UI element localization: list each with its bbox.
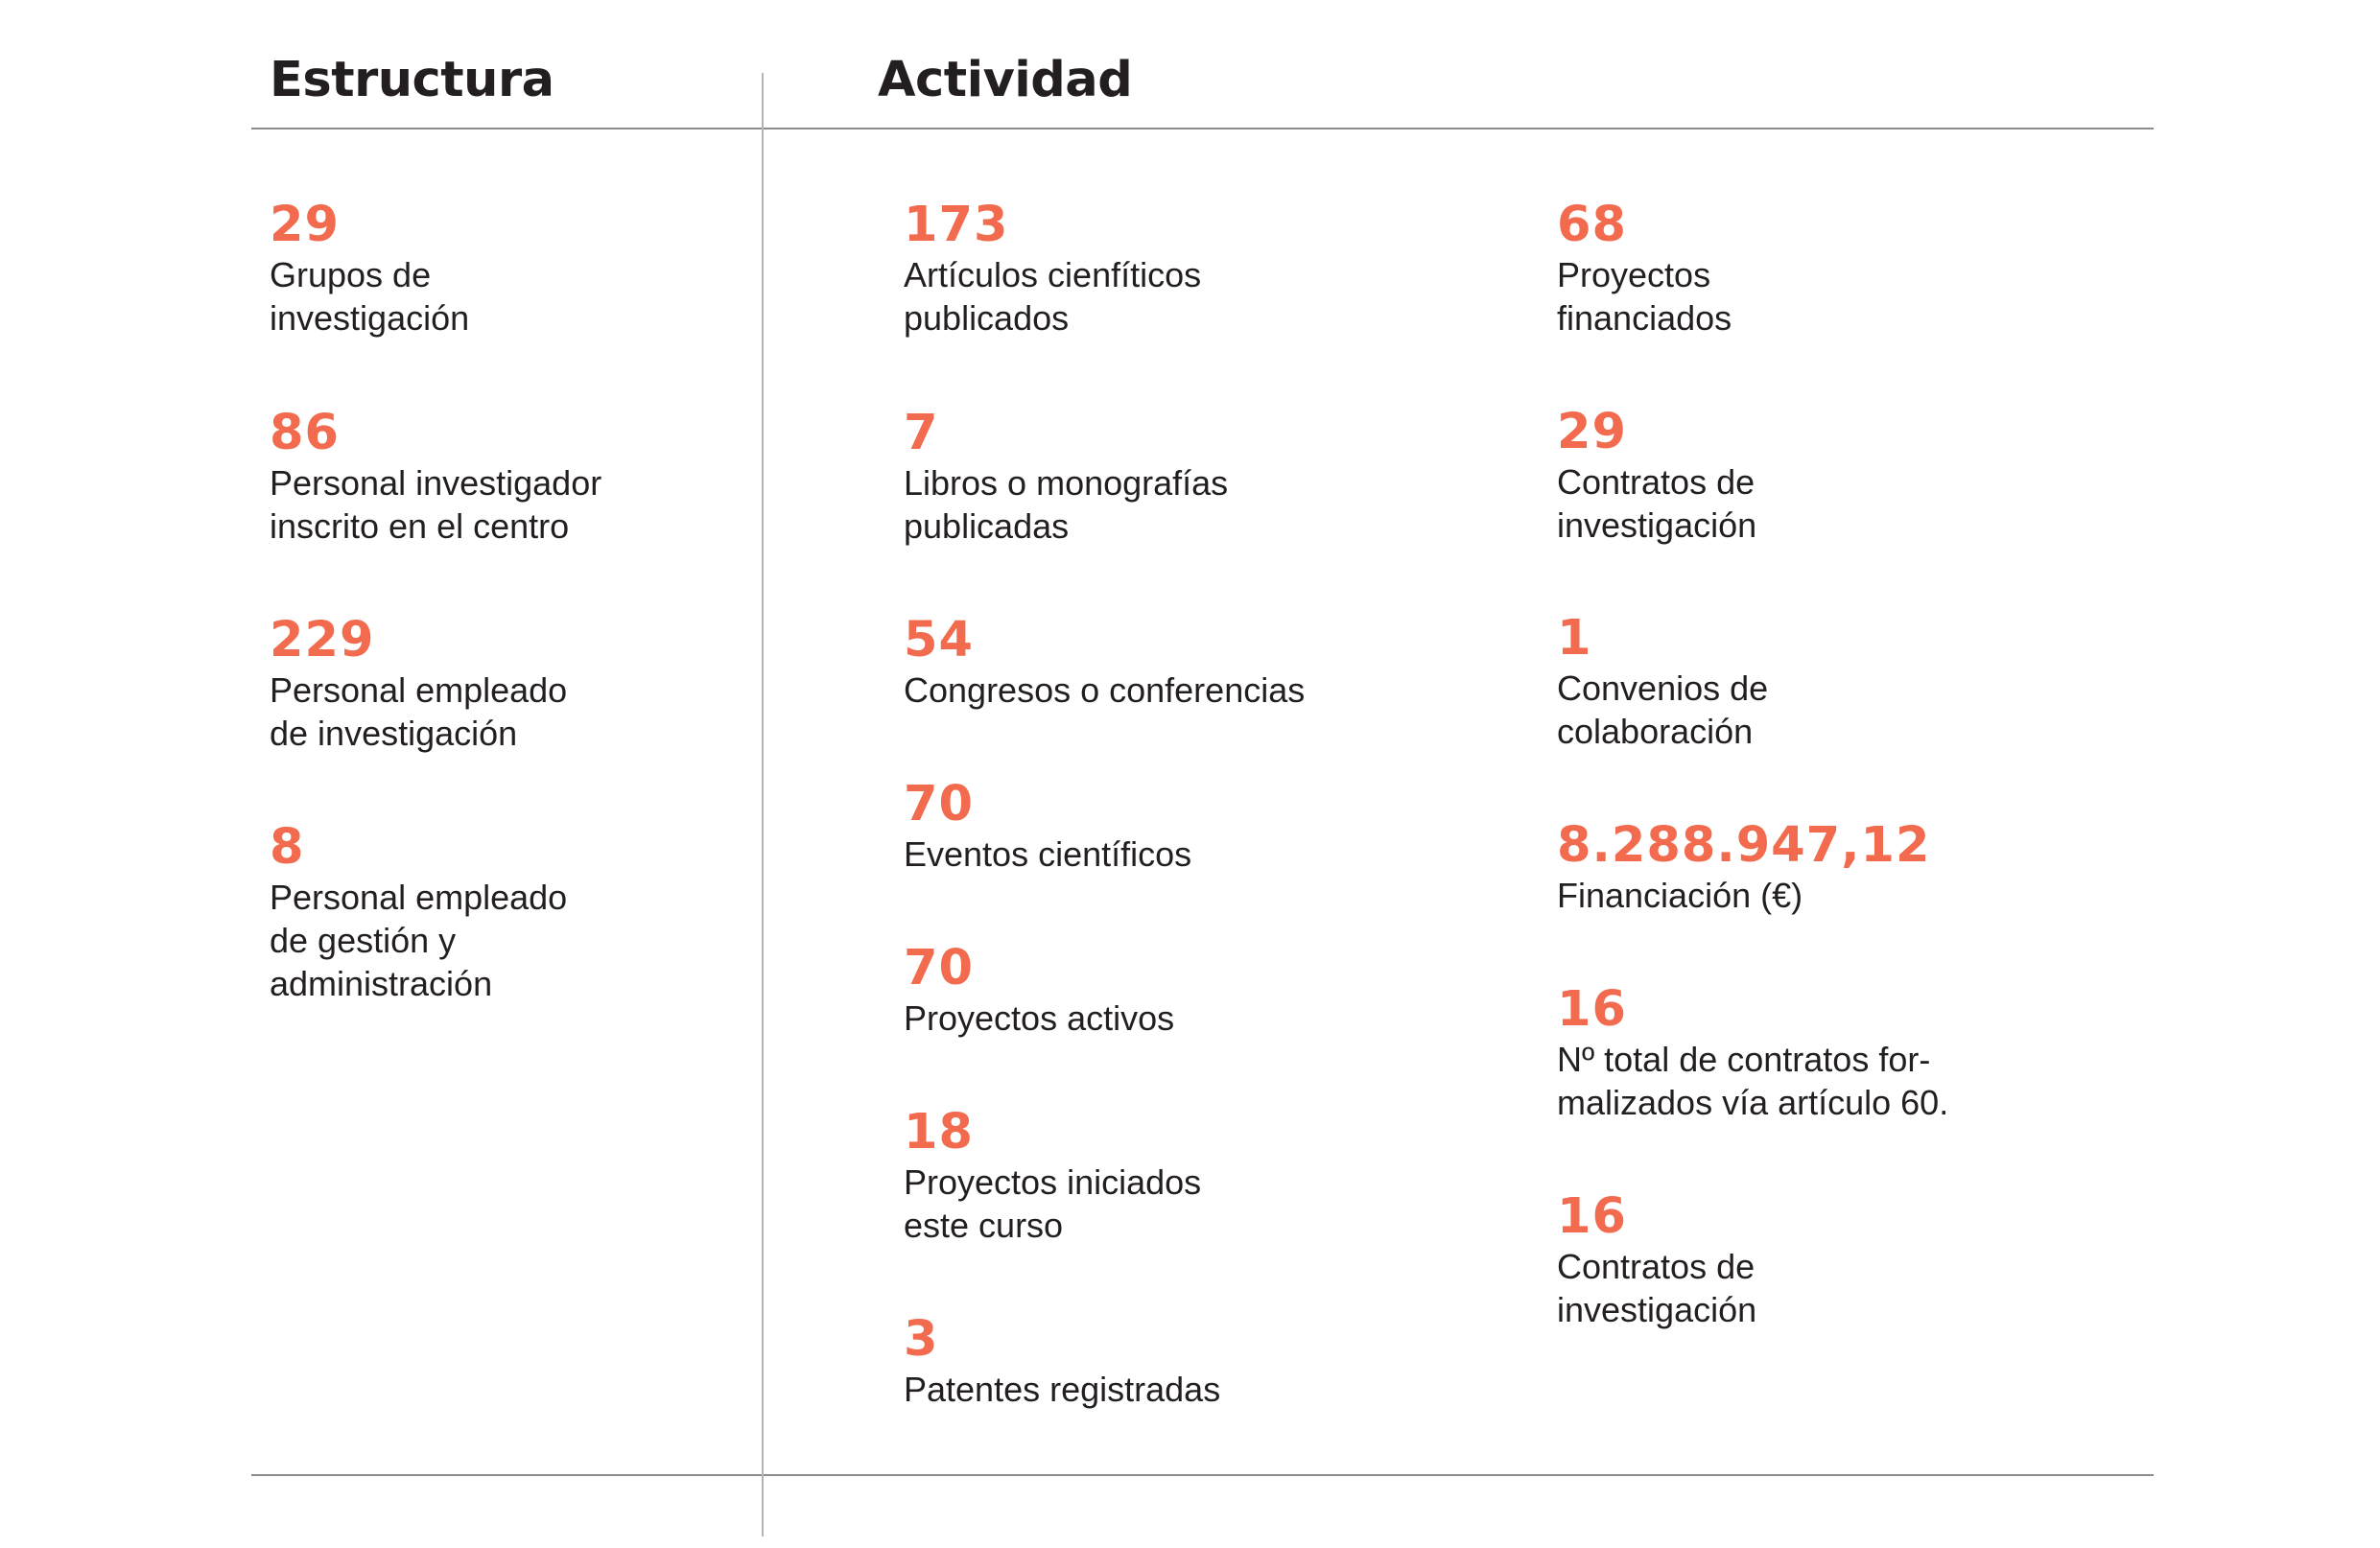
stat-label: Eventos científicos — [904, 834, 1192, 874]
stat-personal-investigador: 86 Personal investigador inscrito en el … — [270, 406, 601, 548]
stat-label: Contratos de investigación — [1557, 462, 1757, 545]
stat-value: 8 — [270, 819, 305, 876]
stat-label: Patentes registradas — [904, 1370, 1221, 1409]
stat-value: 29 — [270, 197, 340, 253]
stat-value: 18 — [904, 1104, 974, 1161]
stat-label: Congresos o conferencias — [904, 670, 1306, 710]
stat-libros: 7 Libros o monografías publicadas — [904, 406, 1228, 548]
stat-label: Proyectos financiados — [1557, 255, 1732, 338]
stat-label: Contratos de investigación — [1557, 1247, 1757, 1329]
stat-value: 86 — [270, 405, 340, 461]
stat-value: 7 — [904, 405, 939, 461]
bottom-divider — [251, 1474, 2154, 1476]
stat-label: Personal investigador inscrito en el cen… — [270, 463, 602, 546]
stat-value: 70 — [904, 776, 974, 833]
stat-convenios: 1 Convenios de colaboración — [1557, 611, 1768, 753]
stat-articulos: 173 Artículos cienfíticos publicados — [904, 198, 1201, 340]
stat-label: Nº total de contratos for- malizados vía… — [1557, 1040, 1949, 1122]
stat-financiacion: 8.288.947,12 Financiación (€) — [1557, 818, 1931, 917]
stat-label: Grupos de investigación — [270, 255, 470, 338]
stat-value: 16 — [1557, 981, 1627, 1038]
stat-label: Convenios de colaboración — [1557, 668, 1769, 751]
stat-label: Proyectos iniciados este curso — [904, 1162, 1202, 1245]
stat-contratos-investigacion: 29 Contratos de investigación — [1557, 405, 1756, 547]
stat-value: 1 — [1557, 610, 1592, 667]
stat-contratos-investigacion-2: 16 Contratos de investigación — [1557, 1189, 1756, 1331]
column-divider — [762, 73, 764, 1536]
stat-eventos: 70 Eventos científicos — [904, 777, 1191, 876]
top-divider — [251, 128, 2154, 129]
stat-label: Personal empleado de gestión y administr… — [270, 878, 568, 1003]
stat-value: 54 — [904, 612, 974, 668]
stat-value: 29 — [1557, 404, 1627, 460]
stat-grupos-investigacion: 29 Grupos de investigación — [270, 198, 469, 340]
stat-label: Libros o monografías publicadas — [904, 463, 1229, 546]
stat-congresos: 54 Congresos o conferencias — [904, 613, 1305, 712]
stat-value: 70 — [904, 940, 974, 997]
stat-label: Artículos cienfíticos publicados — [904, 255, 1202, 338]
stat-label: Personal empleado de investigación — [270, 670, 568, 753]
stat-proyectos-activos: 70 Proyectos activos — [904, 941, 1174, 1040]
stat-label: Proyectos activos — [904, 998, 1175, 1038]
stat-patentes: 3 Patentes registradas — [904, 1312, 1220, 1411]
stat-value: 3 — [904, 1311, 939, 1368]
stat-value: 68 — [1557, 197, 1627, 253]
stat-proyectos-iniciados: 18 Proyectos iniciados este curso — [904, 1105, 1201, 1247]
stat-value: 8.288.947,12 — [1557, 817, 1931, 874]
stat-contratos-art60: 16 Nº total de contratos for- malizados … — [1557, 982, 1948, 1124]
stat-value: 16 — [1557, 1188, 1627, 1245]
stat-value: 229 — [270, 612, 375, 668]
stat-value: 173 — [904, 197, 1009, 253]
section-title-actividad: Actividad — [878, 52, 1133, 108]
stat-personal-gestion: 8 Personal empleado de gestión y adminis… — [270, 820, 567, 1005]
stat-proyectos-financiados: 68 Proyectos financiados — [1557, 198, 1732, 340]
stat-label: Financiación (€) — [1557, 876, 1803, 915]
stat-personal-empleado-investigacion: 229 Personal empleado de investigación — [270, 613, 567, 755]
section-title-estructura: Estructura — [270, 52, 554, 108]
